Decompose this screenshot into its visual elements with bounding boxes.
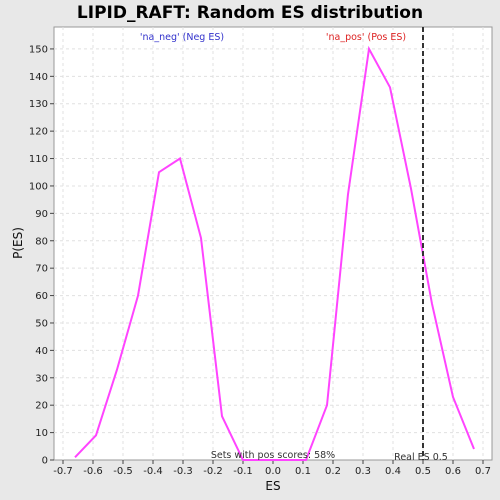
y-tick-label: 150 [29, 44, 48, 55]
y-tick-label: 110 [29, 154, 48, 165]
y-tick-label: 80 [35, 236, 48, 247]
y-tick-label: 60 [35, 291, 48, 302]
y-axis-title: P(ES) [11, 227, 25, 259]
real-es-note: Real ES 0.5 [394, 452, 448, 463]
y-tick-label: 30 [35, 373, 48, 384]
x-tick-label: 0.0 [265, 466, 281, 477]
y-tick-label: 100 [29, 181, 48, 192]
x-tick-label: 0.5 [415, 466, 431, 477]
y-tick-label: 0 [42, 456, 48, 467]
neg-es-label: 'na_neg' (Neg ES) [140, 32, 224, 43]
x-tick-label: -0.2 [203, 466, 223, 477]
y-tick-label: 10 [35, 428, 48, 439]
pos-scores-note: Sets with pos scores: 58% [211, 450, 335, 461]
pos-es-label: 'na_pos' (Pos ES) [326, 32, 406, 43]
y-tick-label: 50 [35, 318, 48, 329]
y-tick-label: 140 [29, 72, 48, 83]
y-tick-label: 120 [29, 127, 48, 138]
chart-title: LIPID_RAFT: Random ES distribution [77, 3, 423, 23]
x-tick-label: 0.3 [355, 466, 371, 477]
x-tick-label: -0.3 [173, 466, 193, 477]
x-tick-label: 0.2 [325, 466, 341, 477]
y-tick-label: 90 [35, 209, 48, 220]
y-tick-label: 70 [35, 264, 48, 275]
x-axis-title: ES [265, 479, 280, 493]
x-tick-label: 0.7 [475, 466, 491, 477]
y-axis-ticks: 0 10 20 30 40 50 60 70 80 90 100 110 120 130 140 150 [29, 44, 54, 467]
x-tick-label: 0.6 [445, 466, 461, 477]
x-tick-label: 0.1 [295, 466, 311, 477]
y-tick-label: 130 [29, 99, 48, 110]
x-tick-label: -0.6 [83, 466, 103, 477]
es-distribution-curve [74, 45, 475, 461]
y-tick-label: 40 [35, 346, 48, 357]
y-tick-label: 20 [35, 401, 48, 412]
grid-lines [54, 27, 492, 460]
x-tick-label: -0.5 [113, 466, 133, 477]
x-tick-label: -0.7 [53, 466, 73, 477]
x-axis-ticks: -0.7 -0.6 -0.5 -0.4 -0.3 -0.2 -0.1 0.0 0.1 0.2 0.3… [53, 460, 491, 477]
x-tick-label: 0.4 [385, 466, 401, 477]
x-tick-label: -0.1 [233, 466, 253, 477]
x-tick-label: -0.4 [143, 466, 163, 477]
